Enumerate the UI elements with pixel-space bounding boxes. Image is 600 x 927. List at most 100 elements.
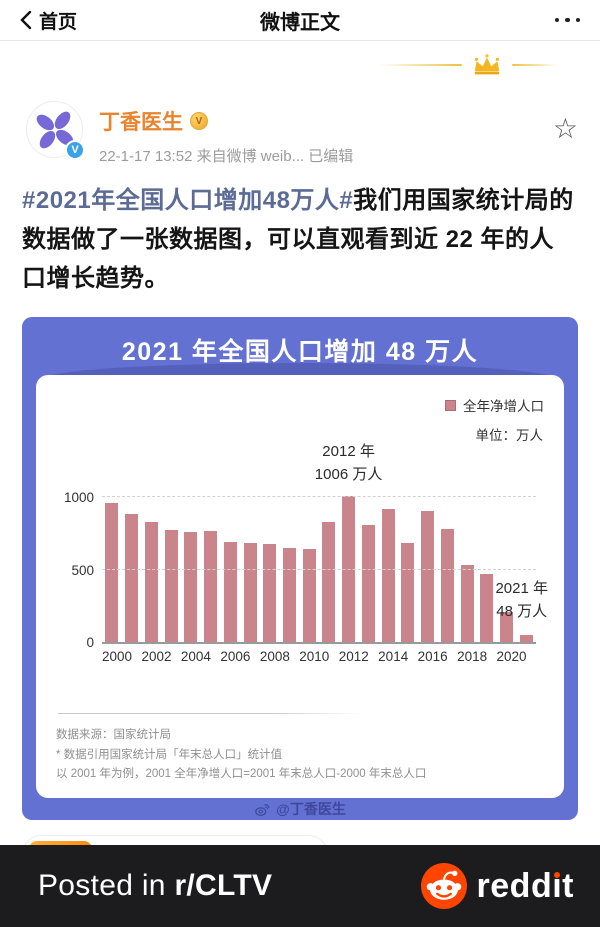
gold-line-decor	[512, 63, 558, 66]
y-tick-label: 0	[86, 635, 94, 650]
bar-slot	[359, 494, 379, 642]
bar-slot	[161, 494, 181, 642]
annotation-2012: 2012 年 1006 万人	[314, 442, 383, 483]
bar-slot	[181, 494, 201, 642]
bar-2018	[460, 565, 474, 642]
post-header: V 丁香医生 V 22-1-17 13:52 来自微博 weib... 已编辑 …	[0, 41, 600, 166]
bar-slot	[378, 494, 398, 642]
gridline-1000	[102, 496, 536, 497]
bar-slot	[418, 494, 438, 642]
x-tick-label	[250, 649, 259, 664]
bar-2000	[105, 503, 119, 642]
bar-slot	[299, 494, 319, 642]
x-tick-label	[369, 649, 378, 664]
bar-2006	[223, 541, 237, 642]
chart-title: 2021 年全国人口增加 48 万人	[121, 338, 479, 366]
author-name[interactable]: 丁香医生	[99, 111, 183, 134]
x-tick-label	[408, 649, 417, 664]
more-menu-button[interactable]	[554, 17, 580, 23]
post-text: #2021年全国人口增加48万人#我们用国家统计局的数据做了一张数据图，可以直观…	[22, 181, 578, 298]
bar-2021	[519, 635, 533, 642]
bar-slot	[220, 494, 240, 642]
x-tick-label	[527, 649, 536, 664]
crown-icon	[474, 54, 500, 75]
x-tick-label	[487, 649, 496, 664]
bar-2007	[243, 543, 257, 642]
subreddit-name: r/CLTV	[174, 869, 273, 902]
x-tick-label	[172, 649, 181, 664]
bars	[102, 494, 536, 642]
bar-2002	[144, 522, 158, 642]
x-tick-label: 2006	[220, 649, 251, 664]
posted-in-label: Posted in r/CLTV	[38, 869, 272, 903]
bar-2005	[204, 530, 218, 642]
x-tick-label: 2020	[496, 649, 527, 664]
x-tick-label	[329, 649, 338, 664]
posted-in-text: Posted in	[38, 869, 166, 902]
bar-2020	[500, 612, 514, 642]
bar-slot	[141, 494, 161, 642]
menu-dot-icon	[554, 17, 559, 23]
bar-slot	[319, 494, 339, 642]
reddit-i-dot	[554, 872, 561, 878]
bar-2016	[421, 510, 435, 642]
chart-image[interactable]: 2021 年全国人口增加 48 万人 全年净增人口 单位：万人 0 500 1000…	[22, 317, 578, 820]
x-tick-label: 2008	[259, 649, 290, 664]
reddit-footer-bar: Posted in r/CLTV reddı t	[0, 845, 600, 927]
chart-card: 全年净增人口 单位：万人 0 500 1000 2012 年 1006 万人 2021 年…	[36, 375, 564, 798]
chart-footnotes: 数据来源：国家统计局 * 数据引用国家统计局「年末总人口」统计值 以 2001 …	[56, 726, 544, 798]
footnote-source: 数据来源：国家统计局	[56, 729, 171, 742]
bar-2011	[322, 522, 336, 642]
x-tick-label: 2014	[378, 649, 409, 664]
annotation-2021: 2021 年 48 万人	[495, 579, 548, 620]
bar-2001	[125, 513, 139, 642]
x-tick-label	[290, 649, 299, 664]
bar-2015	[401, 543, 415, 642]
bar-slot	[516, 494, 536, 642]
favorite-star-icon[interactable]: ☆	[552, 113, 578, 144]
menu-dot-icon	[575, 17, 580, 23]
author-block: 丁香医生 V 22-1-17 13:52 来自微博 weib... 已编辑	[99, 101, 353, 166]
bar-2009	[282, 548, 296, 642]
x-tick-label: 2002	[141, 649, 172, 664]
bar-slot	[457, 494, 477, 642]
bar-slot	[477, 494, 497, 642]
x-tick-label	[448, 649, 457, 664]
x-tick-label: 2004	[180, 649, 211, 664]
bar-2003	[164, 529, 178, 642]
hashtag-link[interactable]: #2021年全国人口增加48万人#	[22, 187, 354, 214]
weibo-logo-icon	[255, 803, 270, 816]
legend-swatch	[445, 399, 456, 411]
bar-slot	[201, 494, 221, 642]
chart-watermark: @丁香医生	[22, 798, 578, 820]
unit-label: 单位：万人	[475, 428, 544, 443]
bar-slot	[122, 494, 142, 642]
reddit-wordmark: reddı t	[476, 867, 574, 905]
x-tick-label: 2012	[338, 649, 369, 664]
reddit-snoo-icon	[420, 863, 467, 909]
bar-slot	[280, 494, 300, 642]
bar-slot	[102, 494, 122, 642]
gold-line-decor	[378, 63, 462, 66]
legend-label: 全年净增人口	[463, 399, 544, 414]
reddit-brand: reddı t	[420, 863, 575, 909]
y-tick-label: 500	[71, 562, 94, 578]
x-tick-label: 2000	[102, 649, 133, 664]
bar-slot	[240, 494, 260, 642]
page-title: 微博正文	[260, 11, 340, 34]
bar-2010	[302, 549, 316, 642]
x-tick-label	[211, 649, 220, 664]
post-body-text: 我们用国家统计局的数据做了一张数据图，可以直观看到近 22 年的人口增长趋势。	[22, 187, 574, 292]
back-chevron-icon	[20, 10, 32, 30]
bar-2013	[361, 525, 375, 642]
back-button[interactable]: 首页	[20, 7, 77, 34]
bar-slot	[437, 494, 457, 642]
bar-slot	[398, 494, 418, 642]
y-tick-label: 1000	[63, 490, 94, 505]
gold-member-badge-icon: V	[190, 112, 208, 130]
bar-2019	[480, 574, 494, 642]
footnote-reference: * 数据引用国家统计局「年末总人口」统计值	[56, 748, 283, 761]
bar-slot	[497, 494, 517, 642]
avatar[interactable]: V	[26, 101, 85, 160]
